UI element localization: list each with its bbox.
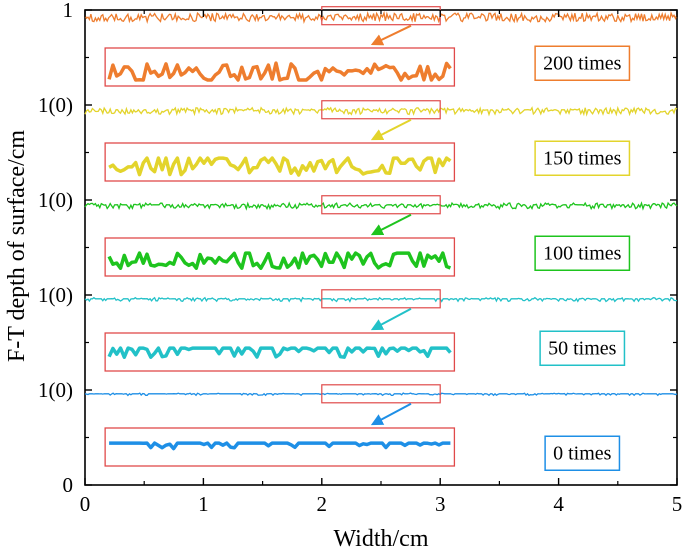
zoom-inset-line [107,251,452,270]
series-150-times: 150 times [84,100,678,182]
zoom-inset-box [104,142,456,182]
y-tick-label: 1(0) [38,378,73,402]
x-axis-title: Width/cm [333,526,428,552]
series-layer: 0 times 50 times 100 times 150 times 200 tim… [84,6,678,471]
series-50-times: 50 times [84,289,678,372]
ticks-layer: 0 1 2 3 4 5 0 1(0) 1(0) 1(0) 1(0) 1 [38,0,682,516]
zoom-arrow [370,307,412,331]
series-label-box [534,45,631,81]
y-tick-label: 1(0) [38,93,73,117]
surface-line [84,105,678,117]
zoom-inset-box [104,427,456,467]
series-label: 100 times [543,242,622,264]
zoom-window-box [321,195,441,215]
series-200-times: 200 times [84,6,678,87]
series-label: 200 times [543,52,622,74]
x-tick-label: 5 [672,492,683,516]
x-tick-label: 2 [317,492,328,516]
x-tick-label: 0 [80,492,91,516]
zoom-window-box [321,289,441,309]
series-0-times: 0 times [84,384,678,471]
x-tick-label: 3 [435,492,446,516]
series-label-box [544,435,621,471]
zoom-inset-line [108,156,452,177]
y-tick-label: 0 [63,473,74,497]
series-label: 50 times [548,337,617,359]
zoom-arrow [370,213,412,236]
series-label-box [539,330,626,366]
x-tick-label: 1 [198,492,209,516]
x-tick-label: 4 [553,492,564,516]
zoom-inset-line [107,346,452,359]
y-tick-label: 1 [63,0,74,22]
y-axis-title: F-T depth of surface/cm [4,130,30,362]
y-tick-label: 1(0) [38,188,73,212]
series-label: 150 times [543,147,622,169]
surface-line [84,201,678,211]
y-tick-label: 1(0) [38,283,73,307]
series-label: 0 times [553,442,612,464]
series-label-box [534,140,631,176]
zoom-inset-box [104,237,456,277]
surface-line [84,296,678,303]
series-100-times: 100 times [84,195,678,277]
zoom-arrow [370,118,412,141]
zoom-inset-line [109,441,451,451]
surface-line [84,10,678,24]
zoom-arrow [370,24,412,46]
zoom-window-box [321,384,441,404]
series-label-box [534,235,631,271]
zoom-inset-line [107,61,452,82]
zoom-arrow [370,402,412,426]
zoom-window-box [321,100,441,120]
surface-line [84,392,678,397]
